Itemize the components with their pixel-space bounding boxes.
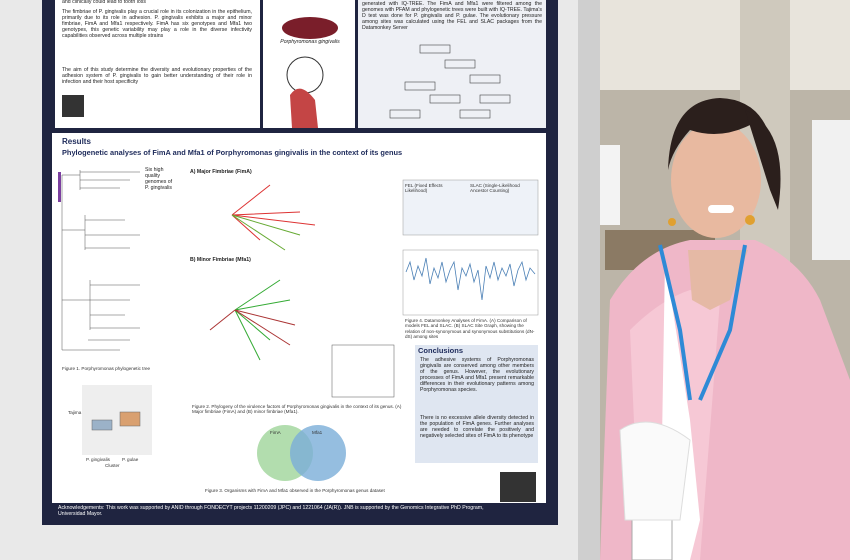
results-heading: Results	[62, 137, 91, 146]
venn-label: Mfa1	[312, 430, 323, 435]
group-label: P. gulae	[122, 457, 139, 462]
axis-label: Cluster	[105, 463, 120, 468]
conclusions-heading: Conclusions	[418, 346, 464, 355]
genomes-note: Six high quality genomes of P. gingivali…	[145, 167, 173, 191]
table-header: FEL (Fixed Effects Likelihood)	[405, 183, 443, 194]
figure-caption: Figure 2. Phylogeny of the virulence fac…	[192, 404, 402, 415]
venn-label: FimA	[270, 430, 281, 435]
conclusion-item: There is no excessive allele diversity d…	[420, 415, 534, 439]
panel-label: B) Minor Fimbriae (Mfa1)	[190, 257, 251, 263]
figure-caption: Figure 1. Porphyromonas phylogenetic tre…	[62, 366, 151, 371]
figure-caption: Figure 3. Organisms with FimA and Mfa1 o…	[205, 488, 385, 493]
group-label: P. gingivalis	[86, 457, 110, 462]
intro-fragment: and clinically could lead to tooth loss	[62, 0, 146, 5]
axis-label: Tajima	[68, 410, 82, 415]
methods-text: generated with IQ-TREE. The FimA and Mfa…	[362, 1, 542, 31]
intro-paragraph: The fimbriae of P. gingivalis play a cru…	[62, 9, 252, 39]
aim-paragraph: The aim of this study determine the dive…	[62, 67, 252, 85]
image-label: Porphyromonas gingivalis	[280, 39, 340, 45]
table-header: SLAC (Single-Likelihood Ancestor Countin…	[470, 183, 520, 194]
results-title: Phylogenetic analyses of FimA and Mfa1 o…	[62, 148, 403, 157]
acknowledgements: Acknowledgements: This work was supporte…	[58, 505, 484, 517]
conclusion-item: The adhesive systems of Porphyromonas gi…	[420, 357, 534, 393]
panel-label: A) Major Fimbriae (FimA)	[190, 169, 252, 175]
figure-caption: Figure 4. Datamonkey Analyses of FimA. (…	[405, 318, 535, 339]
